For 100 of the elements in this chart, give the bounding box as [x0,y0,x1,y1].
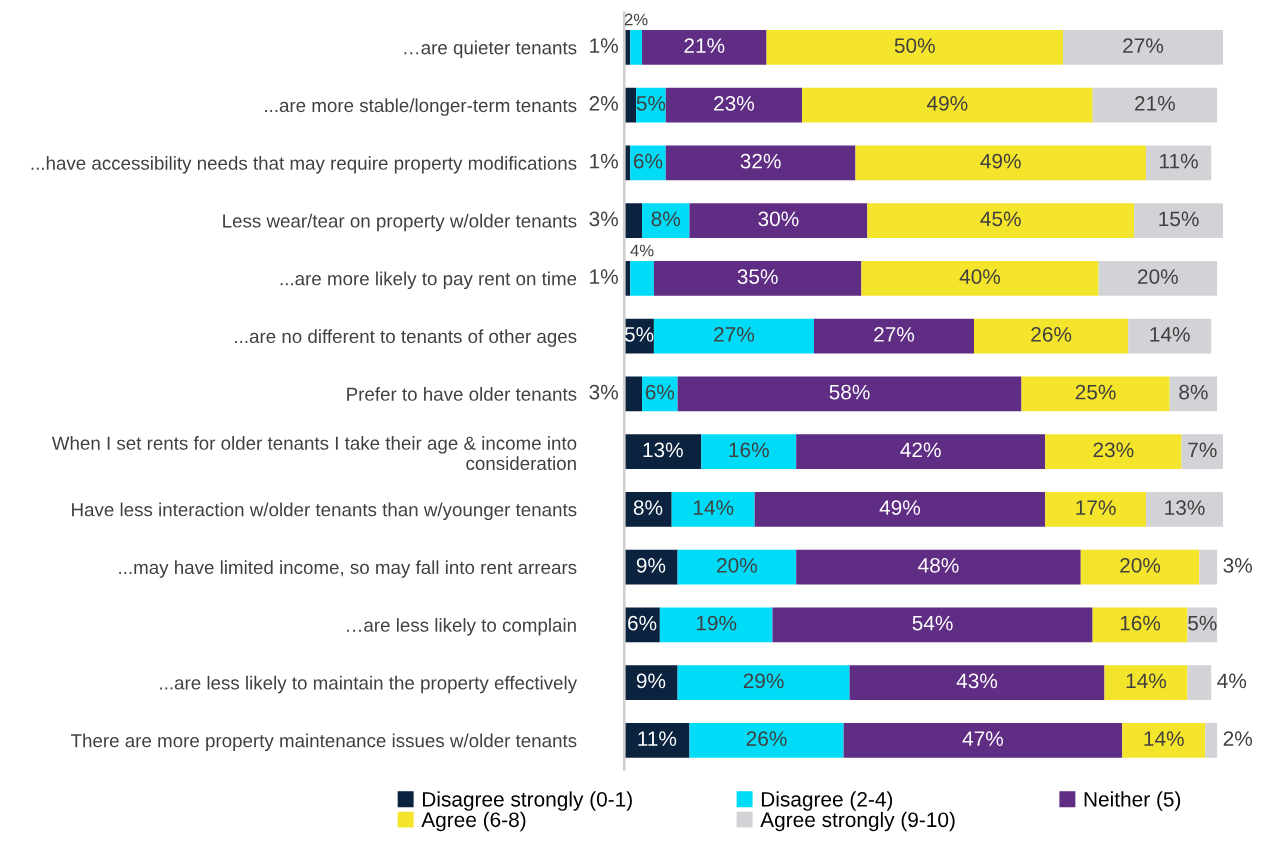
bar [855,145,1146,181]
data-label: 25% [1075,384,1116,400]
bar [689,723,844,758]
bar [796,434,1046,469]
data-label: 19% [696,615,737,631]
legend-label: Agree (6-8) [421,811,526,832]
bar [665,145,856,181]
legend-label: Disagree strongly (0-1) [422,791,632,811]
bar [689,203,868,238]
data-label: 1% [590,153,618,169]
y-tick-label: ...are no different to tenants of other ages [235,329,577,347]
data-label: 9% [636,673,666,689]
data-label: 20% [1138,269,1178,284]
bar [1045,492,1146,527]
data-label: 48% [918,557,959,573]
data-label: 26% [1031,326,1072,342]
y-tick-label: …are less likely to complain [347,618,576,636]
legend-label: Neither (5) [1084,791,1181,811]
bar [1104,665,1188,700]
y-tick-label: ...are more stable/longer-term tenants [265,98,577,116]
data-label: 15% [1159,211,1199,227]
bar [677,549,797,585]
data-label: 4% [630,244,654,257]
bar [642,30,767,65]
bar [677,665,850,700]
y-tick-label: ...may have limited income, so may fall into rent arrears [119,560,577,578]
data-label: 27% [714,326,755,342]
data-label: 50% [894,38,935,53]
bar [653,261,862,296]
data-label: 3% [589,211,618,227]
data-label: 29% [743,673,784,689]
y-tick-label: …are quieter tenants [404,40,577,59]
data-label: 23% [1093,442,1134,458]
bar [1199,549,1218,585]
data-label: 21% [1135,95,1175,111]
bar [1021,376,1170,412]
data-label: 1% [590,269,618,284]
bar [1128,318,1212,354]
data-label: 8% [651,211,681,227]
bar [1080,549,1200,585]
data-label: 5% [624,327,654,342]
data-label: 42% [900,442,941,458]
bar [677,376,1022,412]
data-label: 11% [1160,153,1198,169]
bar [772,607,1093,643]
bar [624,434,702,469]
data-label: 6% [633,153,663,169]
data-label: 2% [589,95,618,111]
bar [671,492,755,527]
bar [754,492,1046,527]
data-label: 1% [590,38,618,53]
data-label: 14% [1126,673,1167,689]
bar [802,87,1093,123]
data-label: 20% [717,557,758,573]
data-label: 58% [829,384,870,400]
data-label: 8% [1179,384,1208,400]
bar [849,665,1105,700]
data-label: 27% [874,326,915,342]
data-label: 49% [926,95,968,111]
bar [665,87,803,123]
bar [642,203,690,238]
y-tick-label: ...have accessibility needs that may require property modifications [31,156,577,174]
bar [1145,145,1212,181]
y-tick-label: Prefer to have older tenants [347,387,577,401]
bar [1092,87,1218,123]
data-label: 5% [1188,615,1217,631]
data-label: 40% [959,269,1001,284]
y-tick-label: When I set rents for older tenants I take their age & income into consideration [51,436,577,471]
bar [861,261,1099,296]
data-label: 9% [636,557,666,573]
data-label: 35% [737,269,778,284]
y-tick-label: Have less interaction w/older tenants than w/younger tenants [72,502,577,521]
data-label: 14% [1144,731,1184,746]
legend-label: Agree strongly (9-10) [760,811,955,832]
bar [813,318,975,354]
y-tick-label: Less wear/tear on property w/older tenants [223,213,577,232]
data-label: 8% [633,500,663,515]
bar [867,203,1135,238]
data-label: 30% [758,211,799,227]
bar [1045,434,1182,469]
legend-label: Disagree (2-4) [761,791,893,811]
data-label: 13% [1165,500,1205,515]
data-label: 49% [879,500,921,515]
bar [1062,30,1224,65]
data-label: 6% [628,615,657,631]
bar [630,261,654,296]
bar [653,318,814,354]
data-label: 17% [1076,500,1116,515]
data-label: 2% [1223,731,1253,746]
data-label: 27% [1123,38,1164,53]
data-label: 3% [589,384,618,400]
data-label: 54% [912,615,953,631]
data-label: 14% [1150,327,1190,342]
bar [659,607,773,643]
data-label: 6% [645,384,675,400]
data-label: 14% [693,500,734,515]
data-label: 45% [980,211,1021,227]
bar [974,318,1129,354]
data-label: 2% [624,13,648,26]
y-tick-label: ...are more likely to pay rent on time [280,271,577,290]
